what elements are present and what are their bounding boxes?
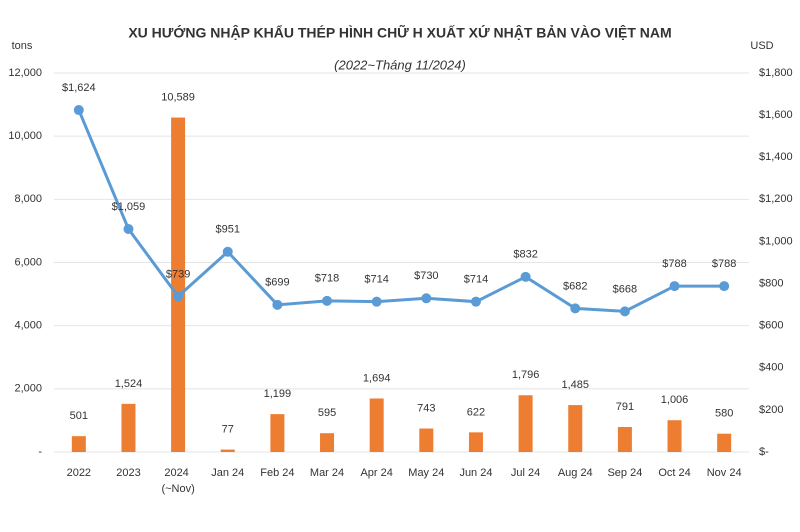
y-tick-label: 4,000: [14, 320, 42, 332]
y-tick-label: 10,000: [8, 130, 42, 142]
bar: [419, 428, 434, 452]
y2-tick-label: $400: [759, 362, 783, 374]
bar-value-label: 1,796: [512, 369, 540, 381]
chart-title: XU HƯỚNG NHẬP KHẨU THÉP HÌNH CHỮ H XUẤT …: [128, 24, 671, 41]
y2-tick-label: $1,800: [759, 67, 793, 79]
x-tick-label: Jun 24: [459, 467, 492, 479]
line-value-label: $788: [712, 258, 736, 270]
y2-axis-title: USD: [750, 40, 773, 52]
x-tick-label: Apr 24: [360, 467, 392, 479]
bar: [667, 420, 682, 452]
line-point: [719, 281, 730, 292]
y-tick-label: 12,000: [8, 67, 42, 79]
bar-value-label: 743: [417, 402, 435, 414]
x-tick-label: Sep 24: [607, 467, 642, 479]
bar: [220, 449, 235, 452]
line-value-label: $682: [563, 280, 587, 292]
bar-value-label: 1,524: [115, 378, 143, 390]
y2-tick-label: $1,000: [759, 235, 793, 247]
bar: [568, 405, 583, 452]
bar: [270, 414, 285, 452]
bar: [71, 436, 86, 452]
bar-value-label: 1,694: [363, 372, 391, 384]
y2-tick-label: $200: [759, 404, 783, 416]
line-value-label: $714: [364, 274, 388, 286]
x-tick-label: Jan 24: [211, 467, 244, 479]
line-point: [322, 295, 333, 306]
bar: [121, 403, 136, 452]
y-tick-label: -: [38, 446, 42, 458]
bar: [717, 433, 732, 452]
line-value-label: $788: [662, 258, 686, 270]
y-tick-label: 8,000: [14, 193, 42, 205]
y-axis-title: tons: [12, 40, 33, 52]
bar-value-label: 595: [318, 407, 336, 419]
y2-tick-label: $1,400: [759, 151, 793, 163]
bar-value-label: 622: [467, 406, 485, 418]
bar-value-label: 77: [222, 423, 234, 435]
chart-subtitle: (2022~Tháng 11/2024): [334, 57, 466, 72]
line-point: [371, 296, 382, 307]
x-tick-label: 2022: [67, 467, 91, 479]
x-tick-label: 2024 (~Nov): [161, 467, 194, 495]
line-value-label: $739: [166, 268, 190, 280]
y2-tick-label: $1,600: [759, 109, 793, 121]
line-value-label: $699: [265, 277, 289, 289]
x-tick-label: Mar 24: [310, 467, 344, 479]
line-point: [520, 271, 531, 282]
bar-value-label: 791: [616, 401, 634, 413]
bar-value-label: 580: [715, 408, 733, 420]
x-tick-label: Oct 24: [658, 467, 690, 479]
bar: [518, 395, 533, 452]
bar: [468, 432, 483, 452]
line-value-label: $832: [513, 249, 537, 261]
line-point: [570, 303, 581, 314]
x-tick-label-line: (~Nov): [161, 483, 194, 495]
line-point: [669, 281, 680, 292]
bar-value-label: 1,199: [264, 388, 292, 400]
y-tick-label: 6,000: [14, 256, 42, 268]
line: [77, 109, 725, 313]
line-value-label: $714: [464, 274, 488, 286]
line-value-label: $951: [216, 224, 240, 236]
bar-value-label: 1,485: [561, 379, 589, 391]
line-value-label: $668: [613, 283, 637, 295]
x-tick-label: 2023: [116, 467, 140, 479]
x-tick-label: Aug 24: [558, 467, 593, 479]
y-tick-label: 2,000: [14, 383, 42, 395]
bar-value-label: 501: [70, 410, 88, 422]
bar-value-label: 1,006: [661, 394, 689, 406]
line-point: [123, 224, 134, 235]
line-point: [272, 299, 283, 310]
line-point: [73, 105, 84, 116]
bar: [617, 427, 632, 452]
x-tick-label-line: 2024: [164, 467, 192, 479]
y2-tick-label: $1,200: [759, 193, 793, 205]
bar: [171, 117, 186, 452]
line-point: [619, 306, 630, 317]
grid: [54, 72, 749, 453]
x-tick-label: May 24: [408, 467, 444, 479]
y2-tick-label: $800: [759, 277, 783, 289]
x-tick-label: Nov 24: [707, 467, 742, 479]
line-value-label: $1,624: [62, 82, 96, 94]
line-value-label: $718: [315, 273, 339, 285]
bar: [369, 398, 384, 452]
line-value-label: $730: [414, 270, 438, 282]
line-point: [470, 296, 481, 307]
line-point: [421, 293, 432, 304]
x-tick-label: Feb 24: [260, 467, 294, 479]
line-point: [173, 291, 184, 302]
x-tick-label: Jul 24: [511, 467, 540, 479]
bar-value-label: 10,589: [161, 91, 195, 103]
y2-tick-label: $-: [759, 446, 769, 458]
y2-tick-label: $600: [759, 320, 783, 332]
bar: [320, 433, 335, 452]
line-point: [222, 246, 233, 257]
line-value-label: $1,059: [112, 201, 146, 213]
